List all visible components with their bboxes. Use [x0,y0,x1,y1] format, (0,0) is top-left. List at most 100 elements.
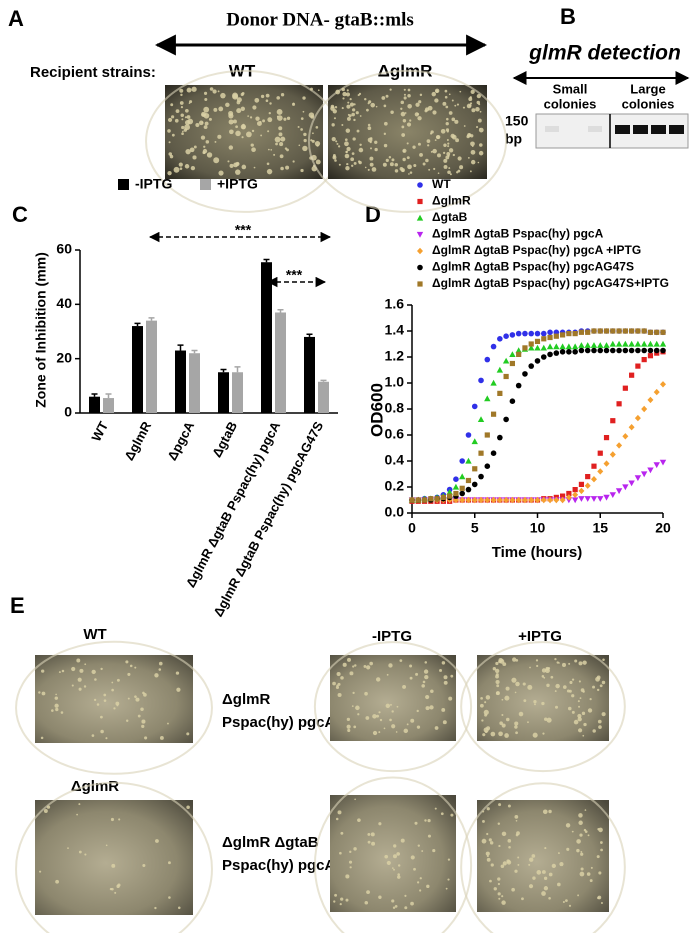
colony [435,135,440,140]
size-label: bp [505,131,522,147]
colony [479,110,482,113]
colony [213,157,220,164]
colony [418,100,422,104]
data-point [609,340,616,347]
colony [181,118,184,121]
colony [346,116,351,121]
data-point [465,432,472,438]
colony [498,658,503,663]
colony [212,89,217,94]
y-tick-label: 0.4 [385,452,405,468]
y-tick-label: 60 [56,241,72,257]
colony [568,662,571,665]
data-point [560,493,566,499]
data-point [540,354,547,360]
colony [259,121,262,124]
colony [450,674,454,678]
colony [505,686,510,691]
colony [476,100,480,105]
colony [141,724,145,728]
colony [492,667,497,671]
y-axis-label: OD600 [367,383,386,437]
colony [482,810,485,813]
colony [352,691,355,694]
colony [392,854,398,859]
colony [203,106,210,113]
colony [266,168,273,175]
data-point [616,442,623,449]
data-point [622,347,629,354]
data-point [641,405,648,413]
colony [448,93,451,96]
strain-label: Pspac(hy) pgcA [222,714,336,731]
colony [191,86,197,92]
data-point [421,497,428,503]
legend-label: ΔglmR ΔgtaB Pspac(hy) pgcA +IPTG [432,243,641,257]
colony [403,88,406,91]
y-axis-label: Zone of Inhibition (mm) [33,252,49,408]
data-point [566,490,572,497]
data-point [515,347,522,354]
colony [400,838,405,843]
legend-label: WT [432,177,451,191]
bar [304,336,315,413]
colony [555,705,559,709]
colony [559,862,564,867]
colony [167,117,173,123]
colony [434,807,437,810]
colony [159,736,164,740]
colony [374,140,378,144]
colony [416,113,420,116]
data-point [634,340,642,347]
colony [118,818,121,821]
colony [378,731,381,734]
colony [335,140,338,143]
colony [233,162,238,168]
data-point [622,328,628,334]
colony [268,111,271,115]
colony [404,906,408,910]
colony [571,710,575,714]
column-label: -IPTG [372,628,412,645]
colony [598,871,602,875]
data-point [521,496,528,504]
colony [584,809,587,811]
y-tick-label: 0.8 [385,400,405,416]
data-point [622,385,628,391]
colony [51,709,54,712]
colony [396,852,401,856]
colony [340,676,344,680]
data-point [584,342,591,348]
panel-label: E [10,593,25,618]
colony [174,118,179,123]
colony [142,691,145,695]
colony [542,732,545,735]
bar [89,396,100,413]
data-point [590,476,597,483]
colony [346,162,349,166]
colony [384,854,389,859]
x-tick-label: 15 [592,520,608,536]
data-point [484,356,491,363]
colony [528,884,534,889]
data-point [641,328,647,334]
colony [204,97,208,102]
colony [498,844,501,848]
colony [562,900,565,904]
colony [424,819,427,822]
colony [369,137,373,140]
colony [515,819,518,822]
colony [397,864,401,867]
colony [437,172,440,175]
colony [470,141,475,147]
colony [349,850,352,854]
data-point [572,349,578,355]
colony [541,701,545,706]
data-point [603,494,610,501]
colony [315,126,319,129]
colony [434,139,437,142]
colony [601,680,606,685]
colony [421,684,425,688]
data-point [547,496,554,504]
bar [318,381,329,413]
